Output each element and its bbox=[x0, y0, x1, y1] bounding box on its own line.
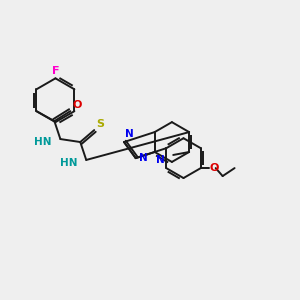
Text: F: F bbox=[52, 66, 59, 76]
Text: N: N bbox=[156, 155, 164, 165]
Text: HN: HN bbox=[60, 158, 77, 168]
Text: N: N bbox=[125, 129, 134, 139]
Text: HN: HN bbox=[34, 137, 51, 147]
Text: O: O bbox=[210, 163, 219, 173]
Text: O: O bbox=[72, 100, 82, 110]
Text: N: N bbox=[139, 153, 148, 163]
Text: S: S bbox=[96, 119, 104, 129]
